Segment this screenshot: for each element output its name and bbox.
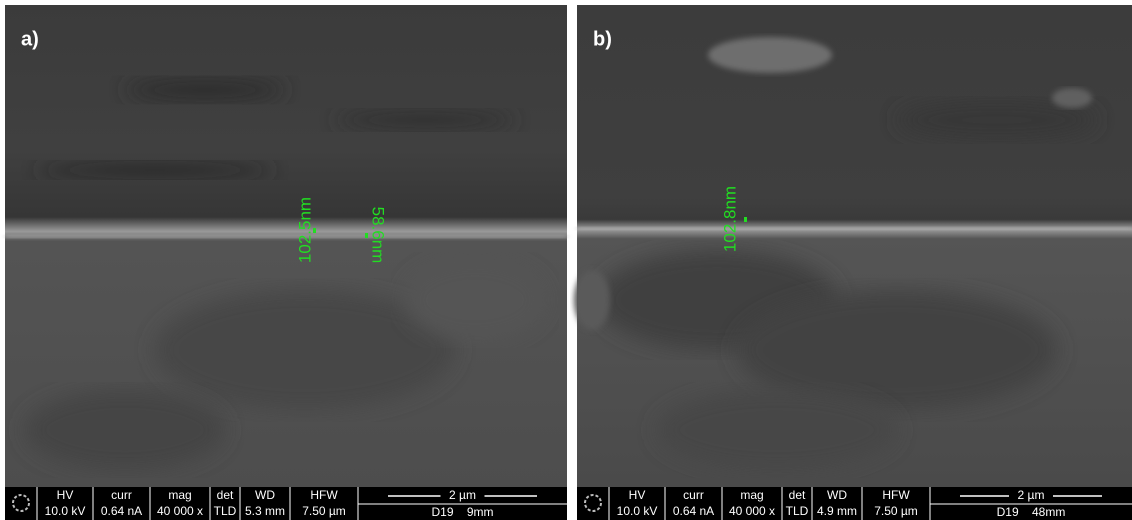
info-header: mag — [740, 488, 763, 502]
info-header: WD — [255, 488, 275, 502]
info-header: det — [789, 488, 806, 502]
particle — [708, 37, 832, 73]
info-header: HFW — [882, 488, 910, 502]
info-header: curr — [111, 488, 132, 502]
panel-label: a) — [21, 28, 39, 50]
info-value: 7.50 µm — [302, 504, 346, 518]
sem-panel: b) 102.8nm HV 10.0 kV curr 0.64 nA mag 40 000 x… — [574, 5, 1132, 520]
texture — [155, 290, 455, 410]
measure-marker — [744, 217, 747, 222]
info-header: mag — [168, 488, 191, 502]
info-footer: D19 9mm — [431, 505, 493, 519]
info-value: TLD — [214, 504, 237, 518]
texture — [35, 162, 275, 178]
info-header: HFW — [310, 488, 338, 502]
measure-marker — [365, 233, 368, 238]
info-value: 4.9 mm — [817, 504, 857, 518]
logo — [12, 494, 30, 512]
measure-marker — [313, 228, 316, 233]
film-edge — [5, 235, 567, 238]
measurement: 102.5nm — [295, 197, 314, 263]
info-value: 0.64 nA — [673, 504, 714, 518]
scale-bg — [440, 489, 485, 503]
info-value: 40 000 x — [157, 504, 203, 518]
info-header: det — [217, 488, 234, 502]
sem-panel: a) 102.5nm 58.6nm HV 10.0 kV curr 0.64 nA mag 40… — [5, 5, 567, 520]
texture — [897, 100, 1097, 140]
info-value: 10.0 kV — [45, 504, 86, 518]
info-value: 40 000 x — [729, 504, 775, 518]
panel-label: b) — [593, 28, 612, 50]
info-header: HV — [57, 488, 74, 502]
texture — [737, 290, 1057, 410]
texture — [335, 110, 515, 130]
film-edge — [577, 227, 1132, 230]
texture — [657, 390, 897, 470]
logo — [584, 494, 602, 512]
info-footer: D19 48mm — [997, 505, 1066, 519]
info-value: 7.50 µm — [874, 504, 918, 518]
particle — [1052, 88, 1092, 108]
texture — [125, 78, 285, 102]
particle — [574, 270, 610, 330]
info-value: TLD — [786, 504, 809, 518]
info-header: HV — [629, 488, 646, 502]
scale-label: 2 µm — [1018, 488, 1045, 502]
measurement: 58.6nm — [369, 207, 388, 264]
info-value: 10.0 kV — [617, 504, 658, 518]
info-value: 5.3 mm — [245, 504, 285, 518]
info-value: 0.64 nA — [101, 504, 142, 518]
measurement: 102.8nm — [720, 186, 739, 252]
scale-bg — [1009, 489, 1053, 503]
texture — [25, 390, 225, 470]
scale-label: 2 µm — [449, 488, 476, 502]
texture — [405, 260, 545, 340]
info-header: curr — [683, 488, 704, 502]
info-header: WD — [827, 488, 847, 502]
